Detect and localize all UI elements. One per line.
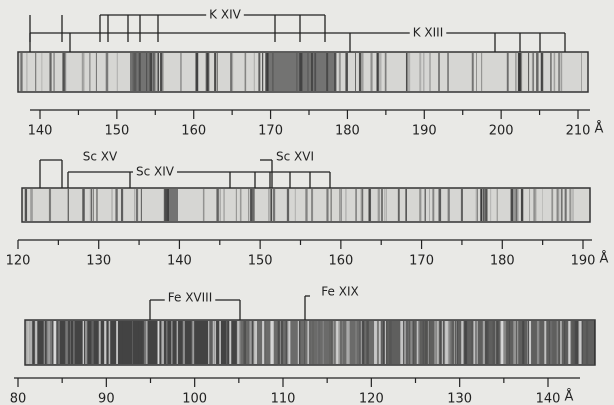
tick-label: 80 [10,392,27,405]
ion-label: Sc XIV [136,165,175,179]
tick-label: 160 [328,254,353,269]
tick-label: 110 [271,392,296,405]
unit-label: Å [565,389,574,405]
tick-label: 140 [28,124,53,139]
unit-label: Å [600,251,609,267]
tick-label: 120 [6,254,31,269]
dark-band [300,53,335,91]
ion-label: Sc XVI [276,150,314,164]
unit-label: Å [595,121,604,137]
tick-label: 100 [182,392,207,405]
tick-label: 150 [248,254,273,269]
tick-label: 90 [98,392,115,405]
tick-label: 180 [335,124,360,139]
tick-label: 140 [167,254,192,269]
dark-band [168,189,178,221]
tick-label: 170 [258,124,283,139]
tick-label: 150 [104,124,129,139]
ion-label: Sc XV [83,150,118,164]
tick-label: 190 [571,254,596,269]
tick-label: 160 [181,124,206,139]
tick-label: 130 [86,254,111,269]
spectrum-panel: K XIV K XIII 140 150 160 170 180 190 200 210 Å [18,8,604,139]
tick-label: 180 [490,254,515,269]
ion-label: K XIII [413,26,444,40]
ion-label: Fe XVIII [168,291,213,305]
spectrum-panel: Fe XVIII Fe XIX 80 90 100 110 120 130 140 Å [10,285,595,405]
tick-label: 200 [489,124,514,139]
tick-label: 170 [409,254,434,269]
tick-label: 120 [359,392,384,405]
spectrum-panel: Sc XV Sc XIV Sc XVI 120 130 140 150 160 170 180 19… [6,150,609,269]
tick-label: 190 [412,124,437,139]
spectra-figure: K XIVK XIII140150160170180190200210ÅSc X… [0,0,614,405]
tick-label: 130 [447,392,472,405]
tick-label: 210 [566,124,591,139]
ion-label: K XIV [209,8,241,22]
tick-label: 140 [536,392,561,405]
dark-band [265,53,300,91]
ion-label: Fe XIX [321,285,358,299]
